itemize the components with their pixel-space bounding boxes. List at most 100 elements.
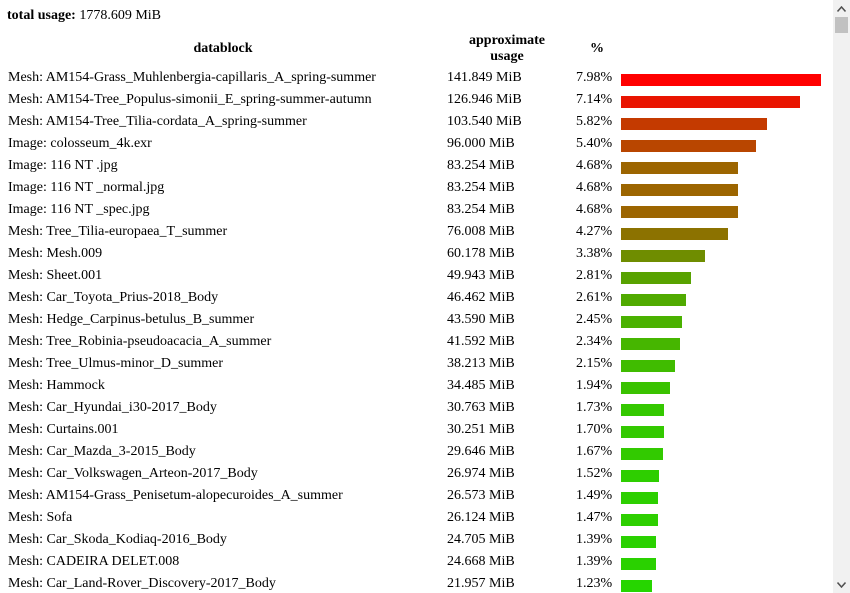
scroll-thumb[interactable] — [835, 17, 848, 33]
datablock-percent: 1.52% — [576, 466, 613, 481]
datablock-usage: 83.254 MiB — [447, 180, 515, 195]
usage-bar-cell — [621, 134, 826, 154]
datablock-name: Image: 116 NT _spec.jpg — [8, 202, 150, 217]
datablock-usage: 38.213 MiB — [447, 356, 515, 371]
usage-bar-cell — [621, 68, 826, 88]
datablock-name: Image: 116 NT .jpg — [8, 158, 118, 173]
usage-bar — [621, 579, 652, 592]
usage-bar-cell — [621, 222, 826, 242]
usage-bar — [621, 491, 658, 504]
datablock-name: Mesh: AM154-Grass_Muhlenbergia-capillari… — [8, 70, 376, 85]
usage-bar-cell — [621, 332, 826, 352]
datablock-name: Mesh: Car_Toyota_Prius-2018_Body — [8, 290, 219, 305]
datablock-percent: 7.14% — [576, 92, 613, 107]
table-row: Image: 116 NT .jpg 83.254 MiB 4.68% — [7, 156, 826, 176]
table-body: Mesh: AM154-Grass_Muhlenbergia-capillari… — [7, 68, 826, 593]
usage-bar — [621, 557, 656, 570]
usage-bar — [621, 249, 705, 262]
datablock-percent: 1.23% — [576, 576, 613, 591]
datablock-percent: 1.39% — [576, 532, 613, 547]
usage-bar-cell — [621, 420, 826, 440]
usage-bar — [621, 425, 664, 438]
usage-bar-cell — [621, 266, 826, 286]
vertical-scrollbar[interactable] — [833, 0, 850, 593]
datablock-name: Mesh: Hedge_Carpinus-betulus_B_summer — [8, 312, 255, 327]
header-usage-line2: usage — [490, 49, 524, 64]
datablock-usage: 43.590 MiB — [447, 312, 515, 327]
datablock-percent: 4.68% — [576, 158, 613, 173]
datablock-percent: 1.94% — [576, 378, 613, 393]
usage-bar — [621, 513, 658, 526]
usage-bar-cell — [621, 156, 826, 176]
datablock-percent: 1.47% — [576, 510, 613, 525]
usage-bar — [621, 183, 738, 196]
datablock-name: Mesh: Car_Mazda_3-2015_Body — [8, 444, 196, 459]
datablock-usage: 21.957 MiB — [447, 576, 515, 591]
datablock-percent: 2.45% — [576, 312, 613, 327]
usage-bar — [621, 315, 682, 328]
datablock-usage: 24.668 MiB — [447, 554, 515, 569]
table-row: Mesh: CADEIRA DELET.008 24.668 MiB 1.39% — [7, 552, 826, 572]
datablock-name: Mesh: Mesh.009 — [8, 246, 103, 261]
datablock-percent: 1.70% — [576, 422, 613, 437]
table-row: Mesh: Sofa 26.124 MiB 1.47% — [7, 508, 826, 528]
datablock-usage: 83.254 MiB — [447, 158, 515, 173]
usage-bar-cell — [621, 310, 826, 330]
usage-bar-cell — [621, 90, 826, 110]
datablock-percent: 2.81% — [576, 268, 613, 283]
datablock-percent: 4.68% — [576, 202, 613, 217]
datablock-name: Mesh: Tree_Robinia-pseudoacacia_A_summer — [8, 334, 272, 349]
usage-bar-cell — [621, 574, 826, 593]
usage-bar-cell — [621, 200, 826, 220]
datablock-usage: 30.763 MiB — [447, 400, 515, 415]
datablock-name: Image: 116 NT _normal.jpg — [8, 180, 165, 195]
triangle-up-icon — [837, 5, 846, 12]
datablock-percent: 5.40% — [576, 136, 613, 151]
usage-bar — [621, 95, 800, 108]
datablock-percent: 3.38% — [576, 246, 613, 261]
usage-bar — [621, 73, 821, 86]
table-row: Mesh: AM154-Grass_Penisetum-alopecuroide… — [7, 486, 826, 506]
usage-bar — [621, 337, 680, 350]
datablock-percent: 4.27% — [576, 224, 613, 239]
usage-bar — [621, 403, 664, 416]
scroll-down-button[interactable] — [833, 576, 850, 593]
datablock-usage: 60.178 MiB — [447, 246, 515, 261]
usage-bar-cell — [621, 486, 826, 506]
table-row: Mesh: AM154-Tree_Tilia-cordata_A_spring-… — [7, 112, 826, 132]
datablock-usage: 26.124 MiB — [447, 510, 515, 525]
usage-bar — [621, 139, 756, 152]
datablock-name: Mesh: Tree_Ulmus-minor_D_summer — [8, 356, 224, 371]
datablock-usage: 141.849 MiB — [447, 70, 522, 85]
scroll-up-button[interactable] — [833, 0, 850, 17]
table-row: Mesh: Hedge_Carpinus-betulus_B_summer 43.… — [7, 310, 826, 330]
datablock-usage: 96.000 MiB — [447, 136, 515, 151]
table-row: Mesh: Curtains.001 30.251 MiB 1.70% — [7, 420, 826, 440]
table-row: Mesh: Car_Hyundai_i30-2017_Body 30.763 Mi… — [7, 398, 826, 418]
datablock-percent: 2.15% — [576, 356, 613, 371]
datablock-percent: 1.49% — [576, 488, 613, 503]
usage-bar — [621, 381, 670, 394]
datablock-name: Mesh: AM154-Tree_Populus-simonii_E_sprin… — [8, 92, 372, 107]
table-row: Mesh: Car_Mazda_3-2015_Body 29.646 MiB 1.6… — [7, 442, 826, 462]
datablock-name: Mesh: Hammock — [8, 378, 105, 393]
usage-bar — [621, 469, 659, 482]
header-percent: % — [590, 41, 604, 56]
datablock-name: Mesh: Car_Volkswagen_Arteon-2017_Body — [8, 466, 258, 481]
datablock-name: Mesh: CADEIRA DELET.008 — [8, 554, 180, 569]
datablock-usage: 76.008 MiB — [447, 224, 515, 239]
table-row: Mesh: Tree_Ulmus-minor_D_summer 38.213 Mi… — [7, 354, 826, 374]
datablock-usage: 83.254 MiB — [447, 202, 515, 217]
table-row: Mesh: Car_Toyota_Prius-2018_Body 46.462 M… — [7, 288, 826, 308]
usage-bar-cell — [621, 288, 826, 308]
datablock-usage: 26.974 MiB — [447, 466, 515, 481]
datablock-usage: 41.592 MiB — [447, 334, 515, 349]
table-row: Image: 116 NT _normal.jpg 83.254 MiB 4.68% — [7, 178, 826, 198]
datablock-name: Mesh: Tree_Tilia-europaea_T_summer — [8, 224, 228, 239]
datablock-percent: 1.73% — [576, 400, 613, 415]
datablock-name: Image: colosseum_4k.exr — [8, 136, 152, 151]
table-row: Mesh: Sheet.001 49.943 MiB 2.81% — [7, 266, 826, 286]
usage-bar-cell — [621, 178, 826, 198]
datablock-percent: 5.82% — [576, 114, 613, 129]
